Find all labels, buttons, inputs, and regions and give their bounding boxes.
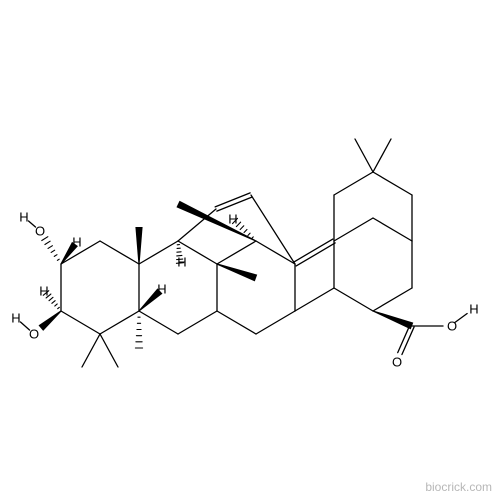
atom-label-H1: H	[19, 211, 28, 224]
atom-label-Hoh: H	[469, 303, 478, 316]
atom-label-O1: O	[35, 225, 45, 238]
atom-label-Ooh: O	[447, 320, 457, 333]
atom-label-H14w: H	[228, 213, 237, 226]
atom-label-Hax2: H	[39, 285, 48, 298]
molecule-canvas: OHOHHHHHHOOH biocrick.com	[0, 0, 500, 500]
atom-label-Ocarb: O	[392, 356, 402, 369]
atom-label-Hax1: H	[72, 236, 81, 249]
molecule-svg	[0, 0, 500, 500]
atom-label-H4: H	[157, 283, 166, 296]
atom-label-H10: H	[177, 256, 186, 269]
atom-label-H2: H	[11, 312, 20, 325]
watermark-text: biocrick.com	[425, 480, 492, 494]
atom-label-O2: O	[29, 328, 39, 341]
